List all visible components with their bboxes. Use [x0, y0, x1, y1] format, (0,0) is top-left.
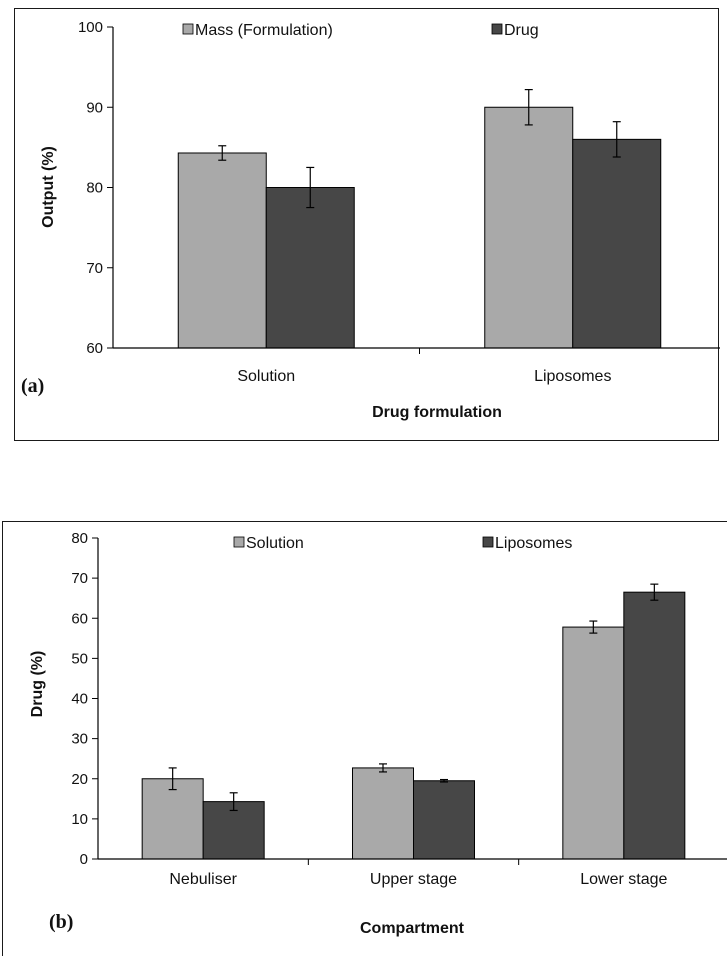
chart-b-category-label: Lower stage: [580, 871, 667, 888]
chart-a-category-labels: Solution Liposomes: [237, 368, 611, 385]
chart-a-category-label: Liposomes: [534, 368, 611, 385]
legend-label-mass: Mass (Formulation): [195, 22, 333, 39]
chart-b-panel-label: (b): [49, 911, 73, 933]
chart-a-ytick-label: 70: [86, 260, 103, 277]
chart-a-panel: 60 70 80 90 100 Solution Liposomes Mass (Form…: [14, 8, 720, 441]
legend-swatch-liposomes: [482, 536, 494, 548]
chart-a-bar-s1-liposomes: [484, 106, 574, 349]
chart-b-ytick-label: 20: [71, 771, 88, 788]
chart-b-ytick-label: 50: [71, 650, 88, 667]
legend-swatch-drug: [491, 23, 503, 35]
chart-b-error-bar: [168, 767, 177, 791]
chart-b-legend: Solution Liposomes: [233, 535, 572, 552]
chart-a-ytick-label: 90: [86, 99, 103, 116]
chart-b-bar-s1-lower-stage: [562, 626, 625, 860]
chart-b-bar-s2-nebuliser: [202, 801, 265, 860]
chart-a-svg: 60 70 80 90 100 Solution Liposomes Mass (Form…: [21, 19, 720, 421]
chart-b-error-bars: [168, 583, 659, 812]
chart-b-error-bar: [589, 620, 598, 634]
chart-b-error-bar: [229, 792, 238, 812]
chart-b-x-axis-title: Compartment: [360, 920, 465, 937]
chart-a-x-axis-title: Drug formulation: [372, 404, 502, 421]
chart-a-ytick-label: 80: [86, 180, 103, 197]
legend-label-drug: Drug: [504, 22, 539, 39]
chart-b-category-label: Upper stage: [370, 871, 457, 888]
chart-b-panel: 0 10 20 30 40 50 60 70 80 Nebuliser Upper stage Lo…: [2, 521, 727, 956]
chart-b-error-bar: [440, 778, 448, 783]
chart-a-category-label: Solution: [237, 368, 295, 385]
chart-b-ytick-label: 80: [71, 530, 88, 547]
chart-b-bars: [141, 591, 686, 860]
chart-b-category-label: Nebuliser: [169, 871, 237, 888]
chart-b-y-axis-title: Drug (%): [29, 651, 46, 718]
chart-a-error-bar: [612, 121, 621, 158]
chart-a-bar-s1-solution: [177, 152, 267, 349]
chart-b-ytick-label: 0: [80, 851, 88, 868]
chart-a-y-axis-title: Output (%): [40, 146, 57, 228]
chart-a-error-bar: [218, 145, 227, 161]
chart-b-bar-s2-lower-stage: [623, 591, 686, 860]
chart-a-legend: Mass (Formulation) Drug: [182, 22, 539, 39]
chart-a-ytick-label: 60: [86, 340, 103, 357]
chart-a-bars: [177, 106, 662, 349]
chart-a-error-bars: [218, 88, 621, 209]
chart-b-ytick-label: 10: [71, 811, 88, 828]
chart-b-svg: 0 10 20 30 40 50 60 70 80 Nebuliser Upper stage Lo…: [29, 530, 727, 937]
chart-a-error-bar: [524, 88, 533, 126]
chart-b-category-labels: Nebuliser Upper stage Lower stage: [169, 871, 667, 888]
chart-b-yticks: 0 10 20 30 40 50 60 70 80: [71, 530, 98, 868]
chart-b-bar-s1-upper-stage: [352, 767, 414, 860]
legend-label-solution: Solution: [246, 535, 304, 552]
chart-b-xticks: [307, 859, 520, 865]
chart-b-ytick-label: 70: [71, 570, 88, 587]
chart-b-ytick-label: 30: [71, 731, 88, 748]
legend-label-liposomes: Liposomes: [495, 535, 572, 552]
chart-a-error-bar: [306, 166, 315, 209]
legend-swatch-solution: [233, 536, 245, 548]
chart-a-bar-s2-liposomes: [572, 138, 662, 349]
chart-a-bar-s2-solution: [265, 187, 355, 349]
chart-b-error-bar: [379, 763, 387, 773]
chart-b-ytick-label: 40: [71, 691, 88, 708]
chart-b-bar-s2-upper-stage: [413, 780, 475, 860]
chart-a-ytick-label: 100: [78, 19, 103, 36]
legend-swatch-mass: [182, 23, 194, 35]
chart-b-bar-s1-nebuliser: [141, 778, 204, 860]
chart-b-ytick-label: 60: [71, 610, 88, 627]
chart-a-panel-label: (a): [21, 375, 44, 397]
chart-b-error-bar: [650, 583, 659, 601]
chart-a-yticks: 60 70 80 90 100: [78, 19, 113, 357]
